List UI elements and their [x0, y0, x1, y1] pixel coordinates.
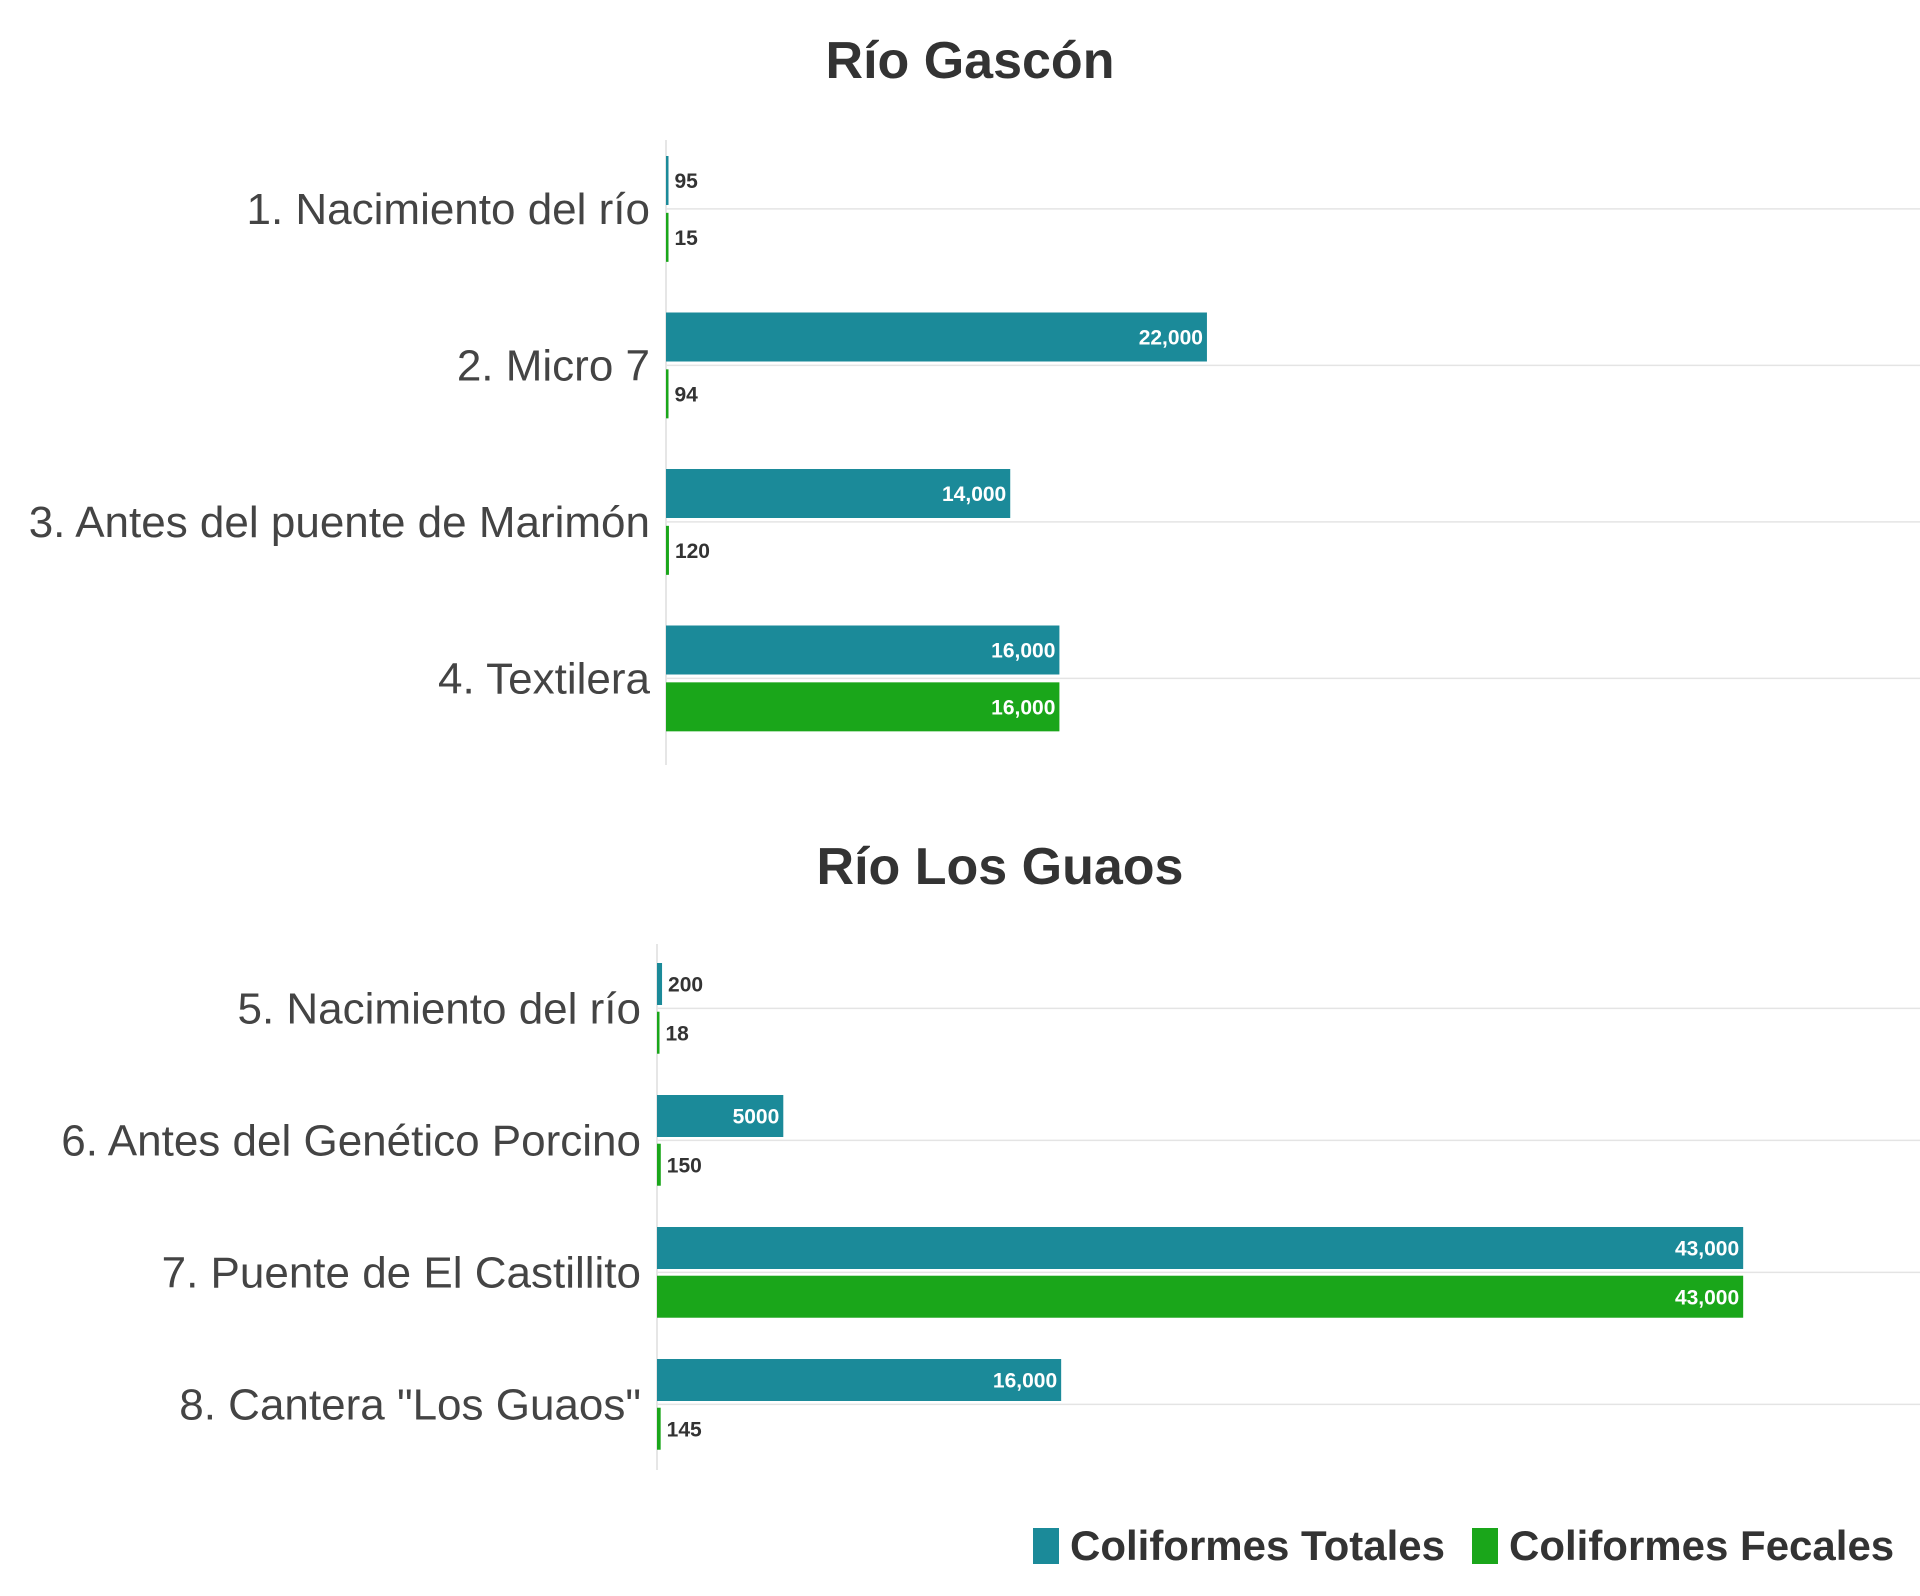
- data-label: 18: [666, 1022, 690, 1045]
- bar-coliformes-totales: [657, 1095, 784, 1137]
- data-label: 43,000: [1675, 1238, 1739, 1261]
- data-label: 22,000: [1139, 327, 1203, 350]
- bar-coliformes-totales: [657, 1227, 1744, 1269]
- data-label: 95: [675, 170, 699, 193]
- bar-coliformes-fecales: [657, 1143, 661, 1186]
- chart-title: Río Gascón: [826, 32, 1115, 90]
- data-label: 16,000: [991, 696, 1055, 719]
- category-label: 8. Cantera "Los Guaos": [179, 1380, 641, 1429]
- data-label: 200: [668, 974, 703, 997]
- bar-coliformes-fecales: [666, 525, 669, 575]
- category-label: 2. Micro 7: [457, 341, 650, 390]
- data-label: 120: [675, 540, 710, 563]
- data-label: 14,000: [942, 483, 1006, 506]
- data-label: 94: [675, 383, 699, 406]
- bar-coliformes-fecales: [657, 1275, 1744, 1318]
- data-label: 5000: [733, 1106, 780, 1129]
- bar-coliformes-totales: [666, 625, 1060, 675]
- bar-coliformes-fecales: [666, 212, 669, 262]
- legend-swatch-fecales: [1472, 1528, 1498, 1564]
- legend-label-totales: Coliformes Totales: [1070, 1522, 1445, 1569]
- category-label: 1. Nacimiento del río: [246, 185, 650, 234]
- category-label: 5. Nacimiento del río: [237, 984, 641, 1033]
- bar-coliformes-fecales: [657, 1407, 661, 1450]
- bar-coliformes-totales: [657, 1359, 1062, 1401]
- category-label: 7. Puente de El Castillito: [162, 1248, 641, 1297]
- legend-label-fecales: Coliformes Fecales: [1509, 1522, 1894, 1569]
- bar-coliformes-fecales: [666, 682, 1060, 732]
- category-label: 3. Antes del puente de Marimón: [29, 498, 650, 547]
- data-label: 16,000: [991, 640, 1055, 663]
- chart-panel-1: Río Gascón 1. Nacimiento del río 95 15 2. Mi…: [29, 32, 1920, 765]
- chart-panel-2: Río Los Guaos 5. Nacimiento del río 200 18 6…: [61, 838, 1920, 1470]
- data-label: 16,000: [993, 1370, 1057, 1393]
- data-label: 43,000: [1675, 1286, 1739, 1309]
- legend-swatch-totales: [1033, 1528, 1059, 1564]
- bar-coliformes-totales: [666, 156, 669, 205]
- bar-coliformes-totales: [657, 963, 663, 1005]
- chart-title: Río Los Guaos: [817, 838, 1184, 896]
- bar-coliformes-totales: [666, 312, 1207, 362]
- bar-coliformes-fecales: [657, 1011, 660, 1054]
- bar-coliformes-fecales: [666, 369, 669, 419]
- bar-coliformes-totales: [666, 469, 1011, 518]
- data-label: 145: [667, 1418, 702, 1441]
- category-label: 4. Textilera: [438, 654, 650, 703]
- legend: Coliformes Totales Coliformes Fecales: [1033, 1522, 1894, 1569]
- data-label: 150: [667, 1154, 702, 1177]
- category-label: 6. Antes del Genético Porcino: [61, 1116, 641, 1165]
- data-label: 15: [675, 227, 699, 250]
